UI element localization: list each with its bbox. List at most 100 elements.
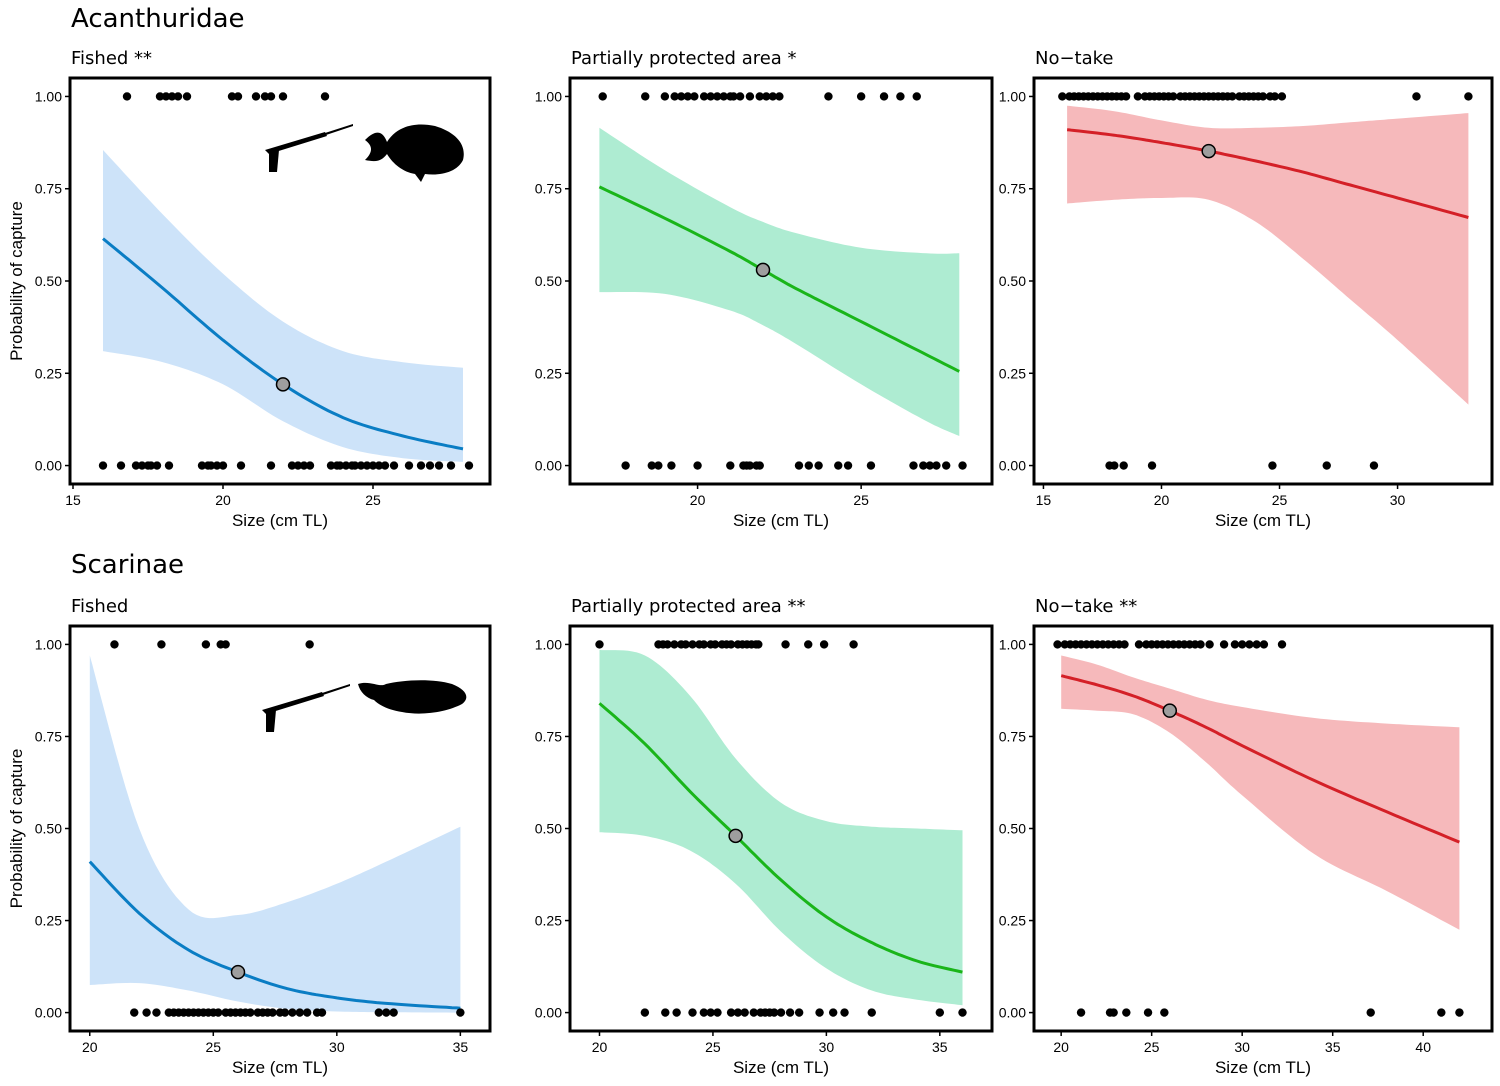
panel-5: Partially protected area ** 0.00 0.25 0.50 0…: [535, 596, 994, 1077]
captured-point: [775, 92, 784, 101]
speargun-grip-icon: [269, 150, 279, 172]
x-axis-label: Size (cm TL): [733, 1058, 829, 1077]
not-captured-point: [740, 1008, 749, 1017]
y-tick-label: 0.00: [999, 458, 1026, 474]
x-tick-label: 25: [1144, 1039, 1160, 1055]
not-captured-point: [382, 1008, 391, 1017]
x-tick-label: 30: [819, 1039, 835, 1055]
captured-point: [729, 92, 738, 101]
captured-point: [1219, 640, 1229, 649]
captured-point: [755, 92, 764, 101]
fitted-curve: [598, 702, 963, 974]
not-captured-point: [434, 461, 444, 470]
captured-point: [688, 640, 697, 649]
confidence-band: [103, 150, 463, 462]
y-tick-label: 0.00: [535, 458, 562, 474]
not-captured-point: [843, 461, 853, 470]
captured-point: [683, 92, 692, 101]
y-tick-label: 0.50: [999, 821, 1026, 837]
y-tick-label: 0.75: [999, 728, 1026, 744]
not-captured-point: [389, 1008, 398, 1017]
captured-point: [167, 92, 177, 101]
not-captured-point: [197, 461, 207, 470]
x-tick-label: 20: [1053, 1039, 1069, 1055]
x-tick-label: 40: [1415, 1039, 1431, 1055]
not-captured-point: [214, 1008, 223, 1017]
captured-point: [670, 92, 679, 101]
not-captured-point: [146, 461, 156, 470]
not-captured-point: [726, 1008, 736, 1017]
confidence-band: [599, 127, 960, 437]
captured-point: [1120, 640, 1129, 649]
not-captured-point: [152, 1008, 161, 1017]
not-captured-point: [840, 1008, 849, 1017]
x-tick-label: 30: [1234, 1039, 1250, 1055]
captured-point: [1270, 92, 1280, 101]
not-captured-point: [699, 1008, 709, 1017]
captured-point: [173, 92, 183, 101]
not-captured-point: [942, 461, 951, 470]
not-captured-point: [804, 461, 814, 470]
x-tick-label: 25: [206, 1039, 222, 1055]
y-tick-label: 0.75: [535, 181, 562, 197]
not-captured-point: [706, 1008, 715, 1017]
panel-2: Partially protected area * 0.00 0.25 0.50 0.…: [535, 48, 994, 530]
panel-title: No−take: [1035, 48, 1114, 69]
not-captured-point: [295, 1008, 304, 1017]
not-captured-point: [164, 461, 174, 470]
fitted-curve: [88, 860, 461, 1010]
captured-point: [278, 92, 288, 101]
x-tick-label: 20: [690, 492, 706, 508]
captured-point: [711, 640, 720, 649]
not-captured-point: [733, 1008, 743, 1017]
not-captured-point: [672, 1008, 681, 1017]
captured-point: [699, 92, 709, 101]
x-tick-label: 15: [1036, 492, 1052, 508]
mean-size-point: [728, 828, 743, 844]
panel-6: No−take ** 0.00 0.25 0.50 0.75 1.00 20 25 30 35 40…: [999, 596, 1494, 1077]
x-axis-label: Size (cm TL): [1215, 1058, 1311, 1077]
not-captured-point: [1143, 1008, 1153, 1017]
captured-point: [819, 640, 829, 649]
captured-point: [320, 92, 330, 101]
not-captured-point: [828, 1008, 838, 1017]
captured-point: [221, 640, 230, 649]
not-captured-point: [640, 1008, 650, 1017]
x-tick-label: 30: [329, 1039, 345, 1055]
not-captured-point: [374, 1008, 384, 1017]
captured-point: [699, 640, 709, 649]
not-captured-point: [425, 461, 435, 470]
not-captured-point: [116, 461, 126, 470]
captured-point: [182, 92, 192, 101]
not-captured-point: [293, 461, 303, 470]
y-tick-label: 1.00: [535, 636, 562, 652]
x-tick-label: 25: [853, 492, 869, 508]
not-captured-point: [932, 461, 941, 470]
y-tick-label: 0.75: [999, 181, 1026, 197]
captured-point: [677, 92, 686, 101]
captured-point: [735, 92, 745, 101]
captured-point: [1277, 92, 1287, 101]
x-tick-label: 35: [453, 1039, 469, 1055]
x-tick-label: 25: [365, 492, 381, 508]
mean-size-point: [230, 964, 246, 980]
not-captured-point: [130, 1008, 139, 1017]
not-captured-point: [661, 1008, 670, 1017]
y-tick-label: 1.00: [535, 88, 562, 104]
captured-point: [1245, 640, 1254, 649]
surgeonfish-icon: [365, 124, 464, 182]
not-captured-point: [368, 461, 378, 470]
captured-point: [1277, 640, 1287, 649]
captured-point: [260, 92, 270, 101]
y-tick-label: 0.50: [35, 821, 62, 837]
captured-point: [912, 92, 921, 101]
not-captured-point: [341, 461, 351, 470]
x-axis-label: Size (cm TL): [733, 511, 829, 530]
captured-point: [233, 92, 243, 101]
captured-point: [856, 92, 866, 101]
y-tick-label: 0.00: [35, 1005, 62, 1021]
spear-icon: [325, 124, 353, 135]
not-captured-point: [688, 1008, 697, 1017]
y-tick-label: 1.00: [999, 88, 1026, 104]
